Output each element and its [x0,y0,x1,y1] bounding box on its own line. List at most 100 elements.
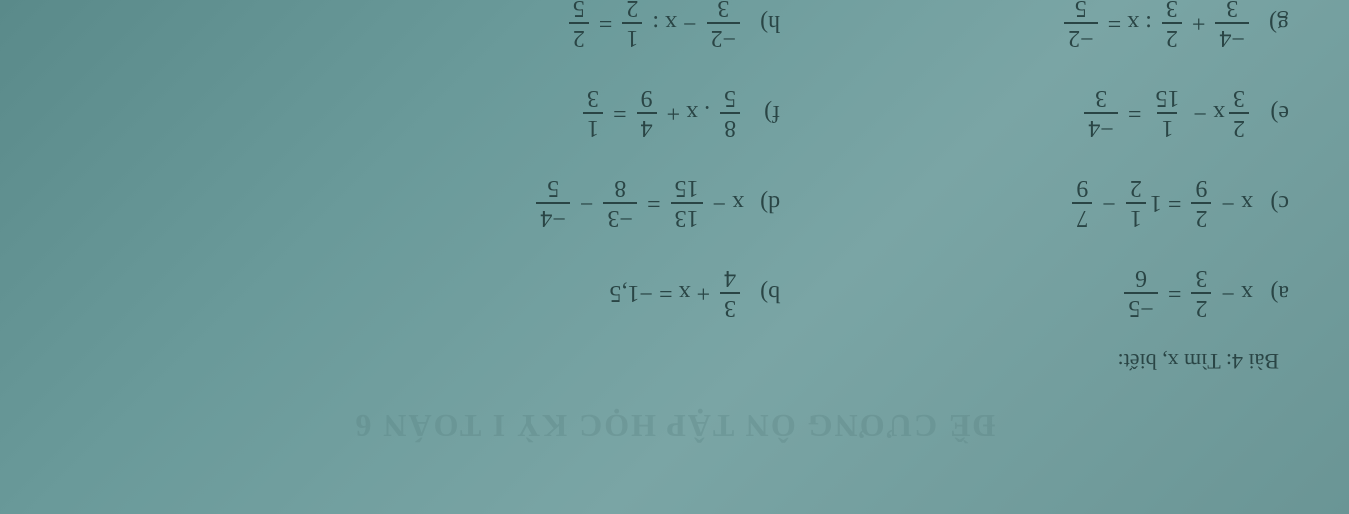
fraction-denominator: 3 [1091,86,1111,112]
problem-label: e) [1261,100,1289,127]
fraction: 79 [1072,176,1092,230]
operator: − [1102,190,1116,217]
left-column: a)x−23=−56c)x−29=112−79e)23x−115=−43g)−4… [1060,0,1289,323]
operator: . [704,100,710,127]
fraction-numerator: 3 [720,292,740,320]
fraction-denominator: 15 [1151,86,1183,112]
fraction-denominator: 9 [1191,176,1211,202]
fraction-numerator: 4 [637,112,657,140]
operator: − [683,10,697,37]
fraction-numerator: 13 [671,202,703,230]
fraction-denominator: 5 [1071,0,1091,22]
fraction-denominator: 2 [622,0,642,22]
watermark-text: ĐỀ CƯƠNG ÔN TẬP HỌC KỲ I TOÁN 6 [353,407,995,444]
fraction-denominator: 8 [610,176,630,202]
fraction: 115 [1151,86,1183,140]
fraction: −38 [604,176,638,230]
fraction: −23 [707,0,741,50]
exercise-title: Bài 4: Tìm x, biết: [60,348,1279,374]
fraction: 23 [1191,266,1211,320]
problem-label: g) [1261,10,1289,37]
fraction-numerator: −4 [1215,22,1249,50]
fraction-numerator: 2 [1162,22,1182,50]
variable: x [1241,280,1253,307]
fraction: 34 [720,266,740,320]
fraction: 29 [1191,176,1211,230]
operator: − [1221,280,1235,307]
fraction-denominator: 3 [1162,0,1182,22]
problem-label: f) [752,100,780,127]
variable: x [732,190,744,217]
fraction-numerator: 2 [1229,112,1249,140]
fraction-numerator: 1 [1157,112,1177,140]
fraction-denominator: 3 [1229,86,1249,112]
problem-row: c)x−29=112−79 [1060,173,1289,233]
variable: x [1213,100,1225,127]
fraction-numerator: −5 [1124,292,1158,320]
variable: x [1127,10,1139,37]
operator: = [1168,280,1182,307]
operator: − [1193,100,1207,127]
operator: + [697,280,711,307]
fraction: 12 [622,0,642,50]
fraction: 12 [1126,176,1146,230]
fraction: −45 [536,176,570,230]
fraction-denominator: 15 [671,176,703,202]
operator: = [659,280,673,307]
fraction-numerator: −4 [1084,112,1118,140]
fraction: 1315 [671,176,703,230]
fraction-numerator: −3 [604,202,638,230]
problem-row: g)−43+23:x=−25 [1060,0,1289,53]
operator: = [613,100,627,127]
problem-label: h) [752,10,780,37]
fraction-numerator: 2 [1191,292,1211,320]
fraction-numerator: 7 [1072,202,1092,230]
problem-row: e)23x−115=−43 [1060,83,1289,143]
text: 1 [1150,190,1162,217]
right-column: b)34+x=−1,5d)x−1315=−38−−45f)85.x+49=13h… [532,0,780,323]
fraction-numerator: 8 [720,112,740,140]
variable: x [665,10,677,37]
fraction-denominator: 4 [720,266,740,292]
operator: + [667,100,681,127]
fraction-numerator: −2 [707,22,741,50]
fraction-denominator: 2 [1126,176,1146,202]
operator: = [647,190,661,217]
fraction: 25 [569,0,589,50]
problem-label: b) [752,280,780,307]
fraction: 23 [1162,0,1182,50]
problem-row: d)x−1315=−38−−45 [532,173,780,233]
fraction: −56 [1124,266,1158,320]
problem-row: f) 85.x+49 = 13 [532,83,780,143]
operator: = [1128,100,1142,127]
fraction-denominator: 5 [720,86,740,112]
operator: + [1192,10,1206,37]
fraction: 49 [637,86,657,140]
fraction-numerator: −4 [536,202,570,230]
fraction: 23 [1229,86,1249,140]
operator: − [713,190,727,217]
fraction: 85 [720,86,740,140]
problems-container: a)x−23=−56c)x−29=112−79e)23x−115=−43g)−4… [60,0,1289,323]
fraction-numerator: 1 [583,112,603,140]
problem-label: a) [1261,280,1289,307]
operator: = [599,10,613,37]
variable: x [686,100,698,127]
fraction-denominator: 9 [637,86,657,112]
problem-row: h)−23−x:12=25 [532,0,780,53]
fraction-denominator: 9 [1072,176,1092,202]
variable: x [1241,190,1253,217]
problem-label: c) [1261,190,1289,217]
fraction-denominator: 3 [1191,266,1211,292]
text: −1,5 [610,280,654,307]
operator: − [580,190,594,217]
fraction: −43 [1084,86,1118,140]
problem-row: a) x−23 = −56 [1060,263,1289,323]
operator: = [1108,10,1122,37]
fraction: 13 [583,86,603,140]
fraction-denominator: 5 [569,0,589,22]
fraction-denominator: 6 [1131,266,1151,292]
fraction-numerator: 2 [1191,202,1211,230]
problem-label: d) [752,190,780,217]
fraction: −43 [1215,0,1249,50]
